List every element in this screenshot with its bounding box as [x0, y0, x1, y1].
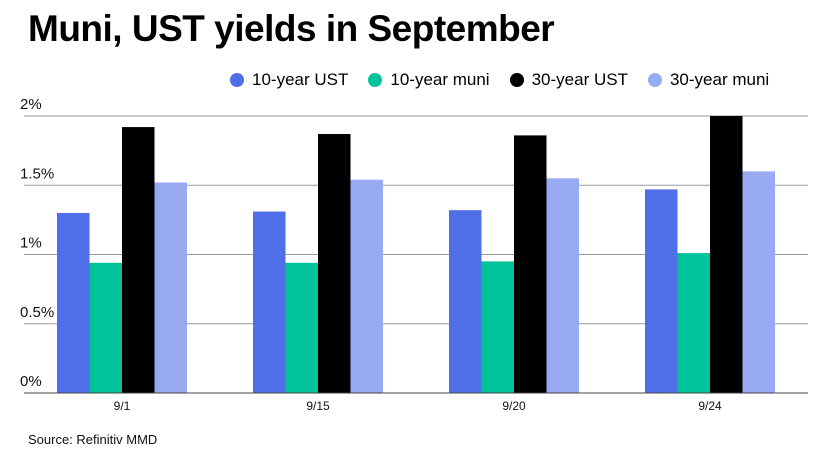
legend-label: 10-year muni — [390, 70, 490, 89]
legend: 10-year UST 10-year muni 30-year UST 30-… — [230, 70, 769, 90]
y-tick-label: 0.5% — [20, 304, 54, 321]
bar — [742, 171, 775, 393]
x-tick-label: 9/15 — [306, 399, 330, 413]
legend-label: 30-year muni — [669, 70, 770, 89]
source-note: Source: Refinitiv MMD — [28, 432, 158, 447]
legend-swatch-icon — [368, 73, 383, 87]
bar — [677, 253, 710, 393]
y-tick-label: 1.5% — [20, 165, 54, 182]
legend-item-30-year-muni: 30-year muni — [647, 70, 770, 90]
bar — [350, 179, 383, 393]
x-tick-label: 9/24 — [698, 399, 722, 413]
bar — [57, 212, 90, 393]
bar — [154, 182, 187, 393]
y-tick-label: 1% — [20, 235, 42, 252]
bar — [710, 116, 743, 393]
y-tick-label: 2% — [20, 96, 42, 113]
bar — [122, 127, 155, 393]
bar — [449, 210, 482, 393]
bar — [645, 189, 678, 393]
legend-swatch-icon — [647, 73, 662, 87]
x-tick-label: 9/20 — [502, 399, 526, 413]
bar — [285, 262, 318, 393]
legend-item-30-year-ust: 30-year UST — [509, 70, 628, 90]
legend-label: 30-year UST — [531, 70, 628, 89]
x-tick-label: 9/1 — [114, 399, 131, 413]
legend-swatch-icon — [509, 73, 524, 87]
bar — [89, 262, 122, 393]
legend-label: 10-year UST — [252, 70, 349, 89]
bar — [514, 135, 547, 393]
legend-item-10-year-muni: 10-year muni — [368, 70, 490, 90]
legend-item-10-year-ust: 10-year UST — [230, 70, 348, 90]
legend-swatch-icon — [230, 73, 244, 87]
bar — [318, 134, 351, 393]
bar — [546, 178, 579, 393]
chart-title: Muni, UST yields in September — [28, 8, 555, 49]
bar — [253, 211, 286, 393]
bar — [481, 261, 514, 393]
y-tick-label: 0% — [20, 373, 42, 390]
